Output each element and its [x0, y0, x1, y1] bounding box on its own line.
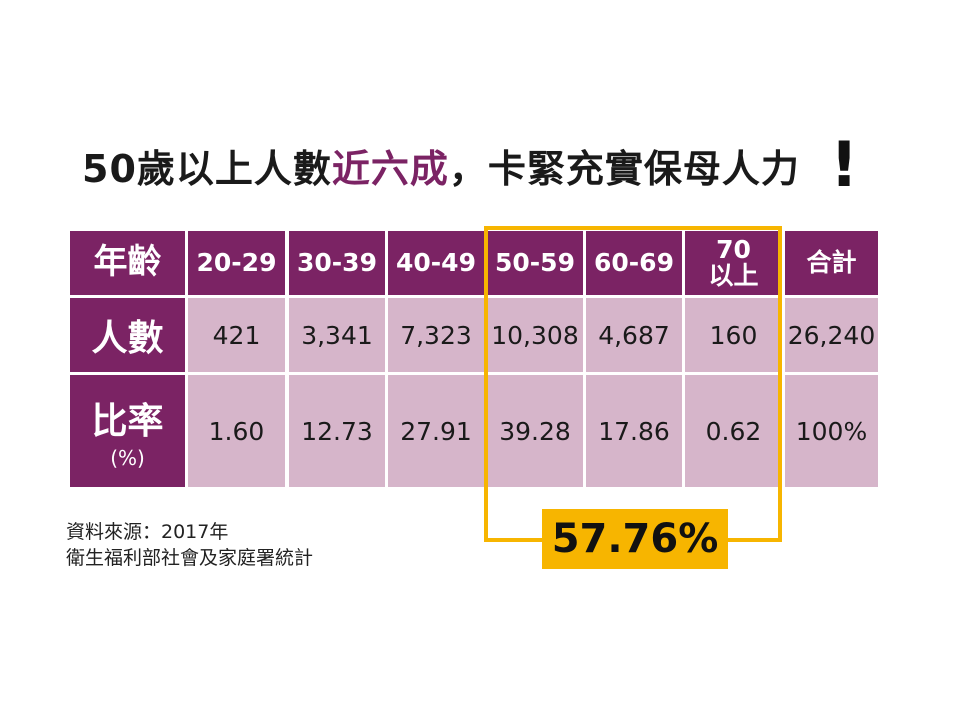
highlight-box: [484, 226, 782, 542]
exclamation-mark: !: [830, 128, 860, 201]
title-part-2: ，卡緊充實保母人力: [448, 147, 800, 191]
table-header-cell: 70 以上: [685, 231, 782, 295]
table-cell: 27.91: [388, 375, 484, 487]
column-header-text: 70: [716, 234, 751, 264]
table-header-cell: 30-39: [289, 231, 385, 295]
column-header-text: 60-69: [594, 247, 674, 277]
page-title: 50歲以上人數近六成，卡緊充實保母人力 !: [82, 128, 882, 201]
row-header-cell: 人數: [70, 298, 185, 372]
highlight-total-badge: 57.76%: [542, 509, 728, 569]
row-header-cell: 比率 (%): [70, 375, 185, 487]
column-header-text: 20-29: [196, 247, 277, 277]
row-sublabel: (%): [110, 446, 145, 470]
table-cell: 3,341: [289, 298, 385, 372]
table-cell: 12.73: [289, 375, 385, 487]
table-header-cell: 20-29: [188, 231, 285, 295]
table-cell: 421: [188, 298, 285, 372]
table-cell: 7,323: [388, 298, 484, 372]
table-header-cell: 60-69: [586, 231, 682, 295]
table-cell: 26,240: [785, 298, 878, 372]
title-highlight: 近六成: [331, 147, 449, 191]
source-line-1: 資料來源：2017年: [66, 521, 229, 543]
column-header-text: 50-59: [495, 247, 575, 277]
table-cell: 1.60: [188, 375, 285, 487]
table-header-label: 年齡: [70, 231, 185, 295]
column-header-text: 合計: [806, 247, 857, 277]
row-label: 比率: [91, 401, 164, 442]
title-part-1: 50歲以上人數: [82, 147, 332, 191]
table-cell: 17.86: [586, 375, 682, 487]
table-header-cell: 40-49: [388, 231, 484, 295]
table-cell: 100%: [785, 375, 878, 487]
column-header-text: 40-49: [396, 247, 476, 277]
table-cell: 160: [685, 298, 782, 372]
column-header-text: 30-39: [297, 247, 377, 277]
row-label: 人數: [91, 318, 164, 359]
table-header-cell: 合計: [785, 231, 878, 295]
table-cell: 0.62: [685, 375, 782, 487]
table-cell: 4,687: [586, 298, 682, 372]
table-cell: 10,308: [487, 298, 583, 372]
source-line-2: 衛生福利部社會及家庭署統計: [66, 546, 314, 569]
column-header-text: 以上: [708, 261, 759, 290]
source-note: 資料來源：2017年 衛生福利部社會及家庭署統計: [66, 520, 313, 571]
table-header-cell: 50-59: [487, 231, 583, 295]
table-cell: 39.28: [487, 375, 583, 487]
